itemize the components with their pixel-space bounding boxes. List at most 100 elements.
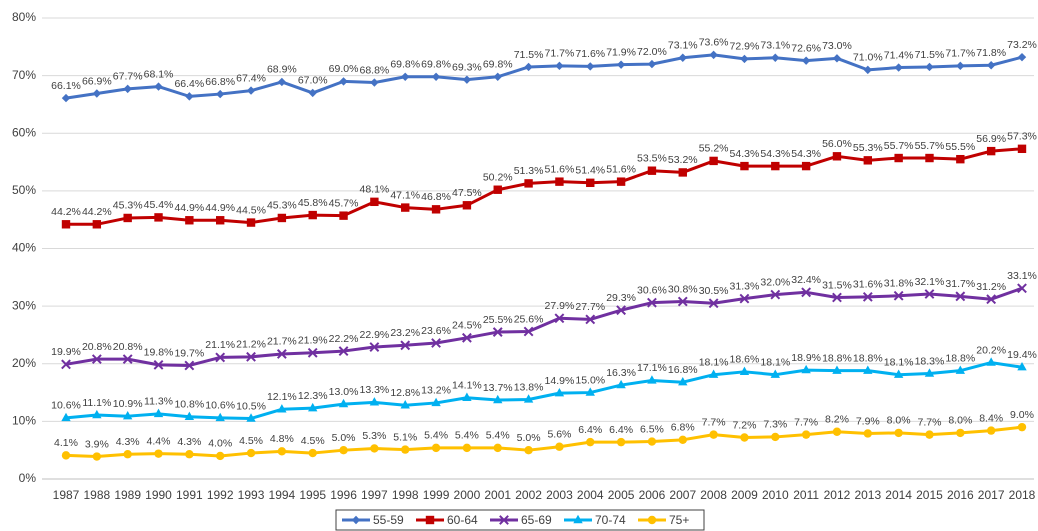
data-label: 31.8%	[884, 278, 914, 290]
legend-label: 70-74	[595, 513, 626, 527]
data-point	[708, 369, 719, 378]
x-tick-label: 1993	[238, 488, 265, 502]
data-point	[431, 72, 441, 81]
data-point	[1017, 283, 1027, 294]
data-label: 5.4%	[486, 430, 510, 442]
data-point	[246, 218, 256, 227]
data-point	[1017, 52, 1027, 62]
data-label: 27.9%	[545, 300, 575, 312]
data-label: 5.1%	[393, 431, 417, 443]
data-label: 16.8%	[668, 364, 698, 376]
x-tick-label: 2012	[824, 488, 851, 502]
data-point	[524, 445, 533, 455]
data-point	[524, 62, 533, 72]
x-tick-label: 1999	[423, 488, 450, 502]
data-label: 71.7%	[945, 48, 975, 60]
data-label: 72.0%	[637, 46, 667, 58]
data-label: 18.1%	[699, 356, 729, 368]
data-label: 24.5%	[452, 320, 482, 332]
data-label: 44.9%	[174, 202, 204, 214]
data-label: 6.8%	[671, 422, 695, 434]
y-tick-label: 60%	[12, 125, 36, 139]
data-point	[863, 65, 873, 75]
data-label: 73.0%	[822, 40, 852, 52]
data-label: 54.3%	[730, 148, 760, 160]
legend-marker	[573, 514, 583, 524]
data-label: 13.2%	[421, 385, 451, 397]
data-label: 71.6%	[575, 48, 605, 60]
data-point	[863, 365, 873, 374]
data-label: 5.0%	[517, 432, 541, 444]
data-label: 25.6%	[514, 313, 544, 325]
data-point	[555, 61, 564, 71]
data-label: 44.2%	[51, 206, 81, 218]
data-label: 51.6%	[606, 163, 636, 175]
y-tick-label: 0%	[19, 471, 37, 485]
data-point	[555, 442, 564, 451]
data-point	[1017, 422, 1027, 432]
data-label: 7.7%	[918, 416, 942, 428]
data-label: 51.3%	[514, 165, 544, 177]
data-point	[153, 408, 164, 418]
data-label: 21.2%	[236, 339, 266, 351]
data-point	[523, 394, 534, 403]
data-label: 45.3%	[267, 200, 297, 212]
data-label: 10.6%	[51, 400, 81, 412]
data-label: 71.4%	[884, 49, 914, 61]
x-tick-label: 1989	[114, 488, 141, 502]
series-line	[65, 361, 1023, 420]
data-label: 71.7%	[545, 48, 575, 60]
data-label: 7.2%	[732, 419, 756, 431]
x-tick-label: 1998	[392, 488, 419, 502]
y-tick-label: 40%	[12, 241, 36, 255]
data-label: 4.4%	[147, 435, 171, 447]
x-tick-label: 2009	[731, 488, 758, 502]
data-point	[678, 435, 687, 445]
x-tick-label: 1992	[207, 488, 234, 502]
data-point	[801, 161, 811, 171]
data-point	[277, 213, 287, 223]
data-point	[893, 369, 904, 378]
data-label: 12.8%	[390, 387, 420, 399]
data-point	[462, 75, 472, 84]
data-point	[832, 427, 842, 436]
data-label: 11.1%	[82, 397, 111, 409]
legend-label: 55-59	[373, 513, 404, 527]
data-label: 51.4%	[575, 165, 605, 177]
x-tick-label: 2006	[639, 488, 666, 502]
legend-marker	[351, 515, 361, 525]
data-point	[677, 296, 688, 307]
data-label: 18.1%	[884, 356, 914, 368]
data-point	[524, 179, 533, 188]
y-tick-label: 10%	[12, 414, 36, 428]
data-point	[801, 430, 811, 439]
data-label: 13.8%	[514, 381, 544, 393]
data-label: 47.1%	[390, 189, 420, 201]
data-label: 12.1%	[267, 391, 297, 403]
data-point	[554, 313, 565, 324]
data-label: 66.9%	[82, 75, 112, 87]
data-point	[894, 63, 903, 72]
data-label: 32.0%	[760, 276, 790, 288]
data-point	[770, 369, 780, 378]
data-label: 31.3%	[730, 280, 760, 292]
data-point	[215, 451, 225, 461]
data-label: 29.3%	[606, 292, 636, 304]
data-label: 22.9%	[359, 329, 389, 341]
data-label: 67.7%	[113, 71, 143, 83]
data-label: 5.4%	[455, 430, 479, 442]
data-point	[123, 450, 132, 459]
data-point	[61, 412, 71, 422]
x-tick-label: 2002	[515, 488, 542, 502]
data-point	[647, 59, 657, 69]
data-label: 20.8%	[113, 341, 143, 353]
data-point	[986, 357, 996, 366]
data-label: 5.0%	[332, 432, 356, 444]
data-point	[338, 346, 349, 356]
data-point	[586, 178, 595, 188]
legend-label: 65-69	[521, 513, 552, 527]
data-point	[678, 168, 687, 177]
data-point	[493, 394, 503, 404]
data-point	[863, 156, 873, 165]
